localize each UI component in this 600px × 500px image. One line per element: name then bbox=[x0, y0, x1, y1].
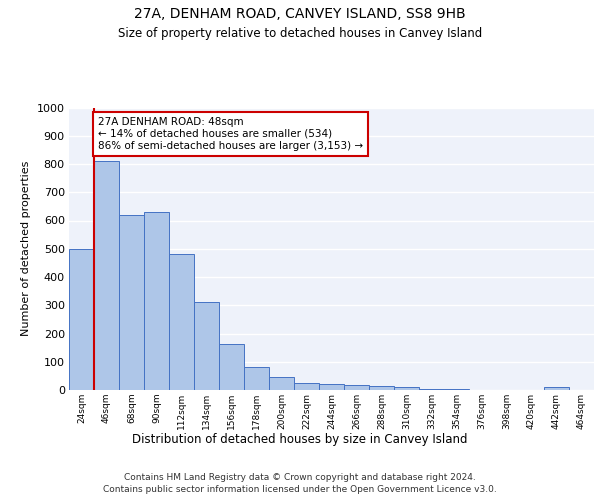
Text: 27A DENHAM ROAD: 48sqm
← 14% of detached houses are smaller (534)
86% of semi-de: 27A DENHAM ROAD: 48sqm ← 14% of detached… bbox=[98, 118, 363, 150]
Bar bbox=[69, 248, 94, 390]
Bar bbox=[544, 387, 569, 390]
Bar bbox=[269, 378, 294, 390]
Bar bbox=[169, 254, 194, 390]
Text: Contains public sector information licensed under the Open Government Licence v3: Contains public sector information licen… bbox=[103, 485, 497, 494]
Bar bbox=[194, 302, 219, 390]
Bar bbox=[294, 383, 319, 390]
Text: Distribution of detached houses by size in Canvey Island: Distribution of detached houses by size … bbox=[132, 432, 468, 446]
Text: Contains HM Land Registry data © Crown copyright and database right 2024.: Contains HM Land Registry data © Crown c… bbox=[124, 472, 476, 482]
Bar bbox=[244, 367, 269, 390]
Bar bbox=[369, 386, 394, 390]
Text: 27A, DENHAM ROAD, CANVEY ISLAND, SS8 9HB: 27A, DENHAM ROAD, CANVEY ISLAND, SS8 9HB bbox=[134, 8, 466, 22]
Bar bbox=[119, 215, 144, 390]
Bar bbox=[394, 387, 419, 390]
Bar bbox=[319, 384, 344, 390]
Y-axis label: Number of detached properties: Number of detached properties bbox=[21, 161, 31, 336]
Bar bbox=[144, 212, 169, 390]
Bar bbox=[219, 344, 244, 390]
Bar bbox=[344, 385, 369, 390]
Text: Size of property relative to detached houses in Canvey Island: Size of property relative to detached ho… bbox=[118, 28, 482, 40]
Bar bbox=[419, 388, 444, 390]
Bar bbox=[94, 161, 119, 390]
